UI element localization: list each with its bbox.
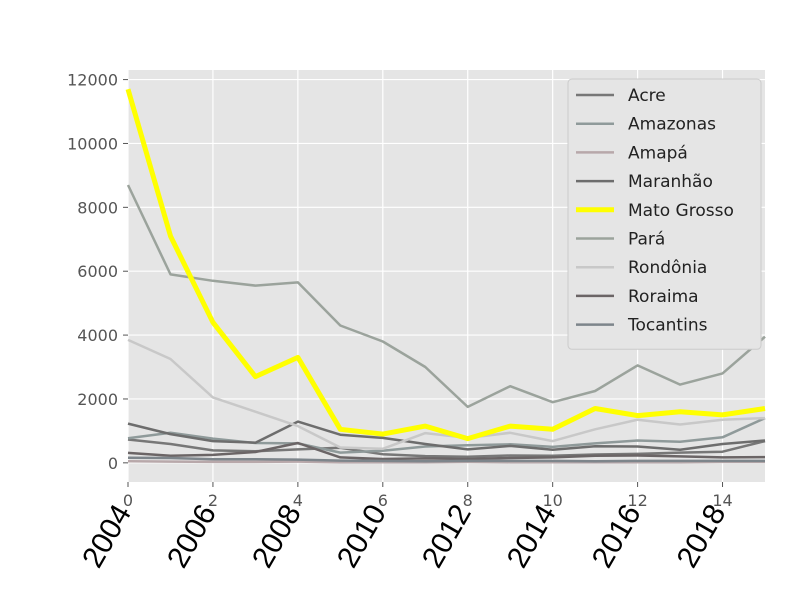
year-axis-labels: 2004 2006 2008 2010 2012 2014 2016 2018 (76, 499, 732, 573)
y-tick-label: 10000 (67, 134, 118, 153)
year-label: 2010 (331, 499, 393, 573)
y-tick-label: 6000 (77, 262, 118, 281)
series-layer (125, 88, 766, 464)
legend-box (567, 78, 762, 350)
year-label: 2018 (671, 499, 733, 573)
y-tick-label: 2000 (77, 390, 118, 409)
legend-label: Tocantins (627, 316, 708, 336)
y-tick-label: 12000 (67, 71, 118, 90)
series-line-pará (126, 184, 766, 409)
legend-label: Roraima (628, 287, 699, 307)
year-label: 2014 (501, 499, 563, 573)
series-line-tocantins (127, 456, 765, 463)
year-label: 2008 (246, 499, 308, 573)
x-tick-label: 10 (542, 491, 562, 510)
legend-label: Amapá (628, 143, 688, 163)
year-label: 2004 (76, 499, 138, 573)
x-tick-label: 6 (378, 491, 388, 510)
legend-label: Acre (628, 86, 666, 106)
legend-label: Rondônia (628, 258, 707, 278)
y-tick-label: 4000 (77, 326, 118, 345)
legend-label: Mato Grosso (628, 201, 734, 221)
legend-label: Pará (628, 230, 665, 250)
y-tick-label: 0 (108, 454, 118, 473)
y-axis: 0 2000 4000 6000 8000 10000 12000 (67, 71, 128, 473)
series-line-acre (127, 438, 766, 459)
series-line-roraima (127, 441, 766, 461)
legend-label: Maranhão (628, 172, 713, 192)
year-label: 2006 (161, 499, 223, 573)
legend: Acre Amazonas Amapá Maranhão Mato Grosso Pará… (567, 78, 762, 350)
year-label: 2012 (416, 499, 478, 573)
x-tick-label: 14 (712, 491, 732, 510)
series-line-mato-grosso (125, 88, 766, 442)
x-tick-label: 4 (293, 491, 303, 510)
x-tick-label: 12 (627, 491, 647, 510)
x-tick-label: 2 (208, 491, 218, 510)
year-label: 2016 (586, 499, 648, 573)
x-tick-label: 0 (123, 491, 133, 510)
x-tick-label: 8 (463, 491, 473, 510)
y-tick-label: 8000 (77, 198, 118, 217)
legend-label: Amazonas (628, 115, 716, 135)
x-axis: 0 2 4 6 8 10 12 14 (123, 482, 733, 510)
series-line-rondônia (127, 338, 766, 451)
series-line-maranhão (127, 420, 766, 451)
